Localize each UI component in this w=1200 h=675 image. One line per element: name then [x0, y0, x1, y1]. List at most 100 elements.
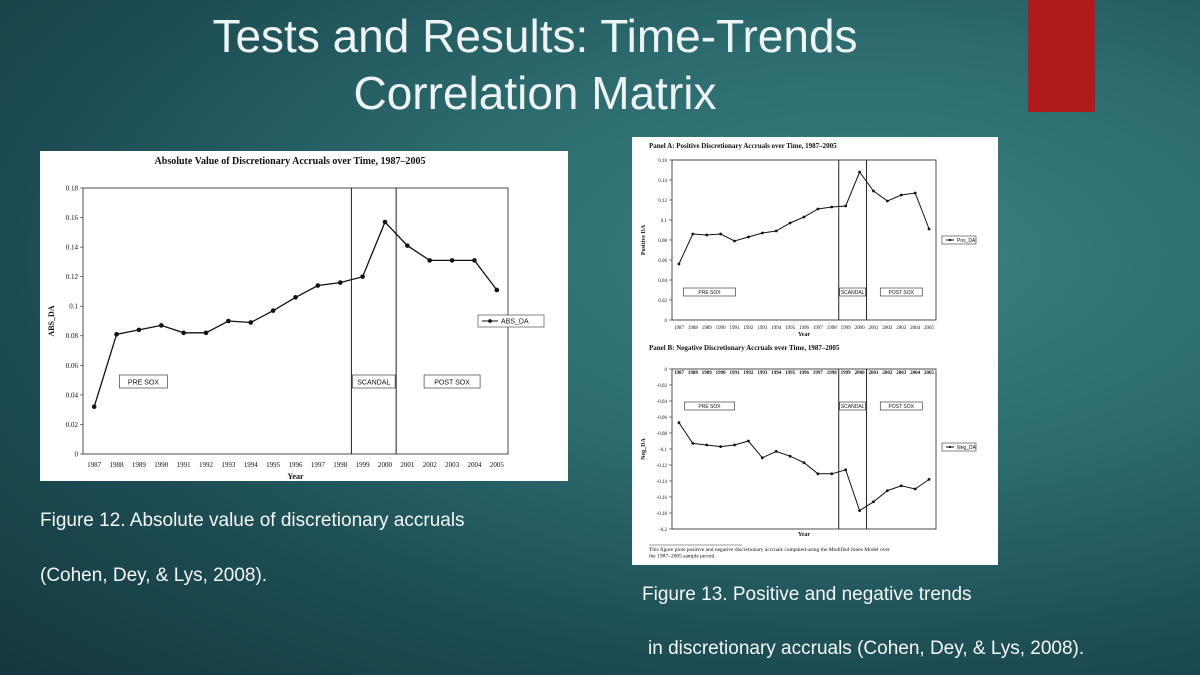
legend-marker	[488, 319, 492, 323]
region-label: PRE SOX	[128, 379, 159, 386]
y-tick-label: 0.16	[66, 214, 79, 222]
data-point	[270, 308, 276, 313]
data-point	[733, 239, 736, 243]
figure-13-note-line2: the 1987–2005 sample period.	[649, 554, 716, 560]
plot-frame	[671, 368, 937, 530]
data-point	[733, 443, 736, 447]
x-tick-label: 1988	[688, 326, 699, 331]
x-tick-label: 1999	[841, 326, 852, 331]
x-tick-label: 1990	[716, 371, 727, 376]
data-point	[360, 274, 365, 279]
x-tick-label: 1990	[716, 326, 727, 331]
data-point	[293, 295, 298, 300]
y-tick-label: 0.14	[658, 179, 667, 184]
data-point	[747, 439, 750, 443]
x-tick-label: 2004	[910, 371, 921, 376]
x-tick-label: 1987	[674, 371, 685, 376]
x-tick-label: 1995	[785, 371, 796, 376]
x-tick-label: 2001	[868, 326, 879, 331]
x-tick-label: 1998	[333, 461, 348, 469]
region-box	[683, 287, 736, 297]
data-point	[91, 404, 97, 410]
x-tick-label: 1988	[688, 371, 699, 376]
x-tick-label: 1993	[757, 371, 768, 376]
x-tick-label: 2000	[855, 326, 866, 331]
x-tick-label: 1989	[132, 461, 147, 469]
region-label: POST SOX	[889, 404, 915, 410]
x-tick-label: 1995	[266, 461, 281, 469]
legend-box	[941, 442, 977, 452]
region-label: PRE SOX	[698, 290, 721, 296]
y-tick-label: 0.16	[658, 159, 667, 164]
y-tick-label: 0	[665, 368, 668, 373]
figure-13-note: This figure plots positive and negative …	[649, 546, 890, 560]
x-tick-label: 1987	[87, 461, 102, 469]
data-point	[158, 323, 164, 328]
legend-marker	[948, 445, 952, 449]
x-tick-label: 1992	[199, 461, 214, 469]
x-tick-label: 1990	[154, 461, 169, 469]
data-point	[760, 456, 764, 460]
data-point	[472, 258, 477, 263]
y-tick-label: -0.2	[659, 528, 667, 533]
legend-box	[941, 235, 977, 245]
y-axis-title: Positive DA	[641, 224, 647, 255]
x-tick-label: 1992	[743, 371, 754, 376]
data-point	[816, 472, 820, 476]
y-tick-label: -0.02	[657, 384, 668, 389]
y-tick-label: -0.12	[657, 464, 668, 469]
chart-title: Panel B: Negative Discretionary Accruals…	[649, 344, 840, 352]
figure-12-caption-line2: (Cohen, Dey, & Lys, 2008).	[40, 565, 268, 586]
data-point	[136, 327, 142, 333]
x-tick-label: 1992	[743, 326, 754, 331]
data-point	[677, 262, 681, 266]
x-tick-label: 1987	[674, 326, 685, 331]
x-tick-label: 1999	[356, 461, 371, 469]
x-tick-label: 1996	[289, 461, 304, 469]
region-box	[879, 401, 923, 411]
region-label: POST SOX	[434, 379, 470, 386]
data-point	[705, 233, 709, 237]
y-tick-label: 0.06	[66, 362, 79, 370]
y-tick-label: -0.14	[657, 480, 668, 485]
legend-marker	[948, 238, 952, 242]
chart-title: Panel A: Positive Discretionary Accruals…	[649, 142, 837, 150]
figure-13-caption-line1: Figure 13. Positive and negative trends	[642, 584, 972, 605]
region-box	[839, 287, 866, 297]
data-point	[872, 500, 875, 504]
x-tick-label: 2005	[490, 461, 505, 469]
data-point	[691, 442, 695, 445]
data-point	[885, 199, 889, 203]
data-point	[719, 232, 723, 236]
data-point	[114, 332, 119, 337]
data-point	[427, 258, 433, 263]
figure-13-caption-line2: in discretionary accruals (Cohen, Dey, &…	[648, 638, 1085, 659]
series-line	[678, 422, 930, 512]
region-label: POST SOX	[889, 290, 915, 296]
x-tick-label: 1991	[177, 461, 192, 469]
figure-13-note-line1: This figure plots positive and negative …	[649, 546, 890, 553]
y-tick-label: -0.16	[657, 496, 668, 501]
region-box	[684, 401, 735, 411]
data-point	[899, 484, 903, 488]
region-box	[119, 374, 168, 389]
x-tick-label: 2004	[910, 326, 921, 331]
region-box	[352, 374, 396, 389]
y-tick-label: 0.12	[658, 199, 667, 204]
data-point	[844, 468, 848, 472]
y-tick-label: -0.06	[657, 416, 668, 421]
x-tick-label: 1994	[244, 461, 259, 469]
data-point	[203, 330, 209, 336]
data-point	[691, 232, 695, 236]
y-tick-label: 0.02	[658, 299, 667, 304]
x-tick-label: 2002	[423, 461, 438, 469]
data-point	[181, 330, 186, 336]
y-tick-label: 0	[75, 450, 79, 458]
x-axis-title: Year	[288, 472, 304, 481]
legend-label: Neg_DA	[957, 445, 977, 451]
data-point	[226, 318, 231, 324]
data-point	[844, 204, 848, 208]
data-point	[382, 219, 388, 225]
data-point	[927, 227, 931, 231]
chart-abs-da: Absolute Value of Discretionary Accruals…	[47, 156, 545, 481]
